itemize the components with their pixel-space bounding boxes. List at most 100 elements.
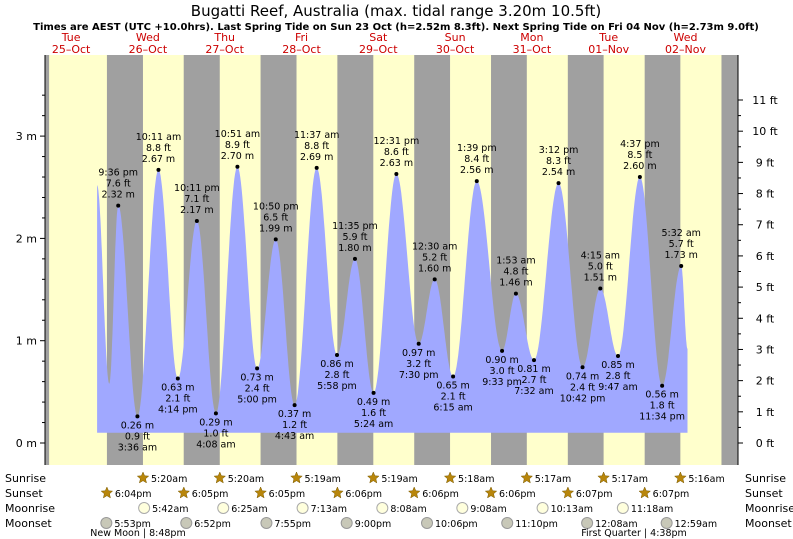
tide-height-ft-label: 8.8 ft [146,143,171,154]
tide-extremum-marker [637,175,642,180]
moonrise-moon-icon [616,502,629,514]
right-tick-label: 7 ft [756,219,775,232]
tide-height-ft-label: 8.3 ft [546,156,571,167]
tide-extremum-marker [615,354,620,359]
tide-height-m-label: 2.70 m [221,151,254,162]
sunset-sun-icon [484,486,498,499]
tide-height-ft-label: 8.8 ft [304,141,329,152]
left-tick-label: 3 m [16,130,37,143]
tide-time-label: 10:42 pm [560,393,606,404]
tide-height-ft-label: 8.9 ft [225,140,250,151]
tide-time-label: 11:34 pm [639,412,685,423]
tide-height-m-label: 0.37 m [278,409,311,420]
tide-time-label: 12:30 am [412,241,457,252]
moonrise-moon-icon [456,502,469,514]
right-tick-label: 4 ft [756,312,775,325]
tide-height-ft-label: 2.4 ft [245,383,270,394]
tide-height-ft-label: 3.0 ft [490,366,515,377]
tide-labels: 9:36 pm7.6 ft2.32 m 0.26 m0.9 ft3:36 am 10… [98,129,701,454]
day-date-label: 27–Oct [205,43,244,56]
tide-height-m-label: 2.17 m [180,205,213,216]
moonset-time: 6:52pm [194,519,231,530]
tide-extremum-marker [156,167,161,172]
tide-extremum-marker [194,219,199,224]
day-date-label: 25–Oct [52,43,91,56]
day-of-week-label: Thu [213,31,235,44]
moonrise-time: 8:08am [390,504,426,515]
tide-height-m-label: 0.65 m [436,381,469,392]
sunrise-time: 5:19am [381,474,417,485]
tide-time-label: 4:15 am [581,251,620,262]
sunset-row-label-left: Sunset [5,487,43,500]
tide-height-m-label: 1.51 m [584,273,617,284]
tide-height-m-label: 2.54 m [542,167,575,178]
tide-extremum-marker [531,358,536,363]
tide-time-label: 3:36 am [118,442,157,453]
tide-time-label: 4:08 am [196,439,235,450]
moonset-moon-icon [340,517,353,529]
moonset-time: 12:08am [595,519,637,530]
axes-layer: 0 m 1 m 2 m 3 m 0 ft 1 ft 2 ft 3 ft 4 ft 5 ft 6 ft… [16,55,778,465]
tide-time-label: 5:00 pm [237,394,277,405]
tide-extremum-marker [135,414,140,419]
sunset-sun-icon [561,486,575,499]
day-of-week-label: Sun [445,31,466,44]
day-of-week-label: Sat [369,31,388,44]
tide-height-ft-label: 5.0 ft [588,262,613,273]
sunrise-sun-icon [213,471,227,484]
tide-time-label: 10:50 pm [253,201,299,212]
sunset-time: 6:06pm [499,489,536,500]
tide-extremum-marker [451,374,456,379]
day-of-week-label: Wed [136,31,160,44]
tide-extremum-marker [580,365,585,370]
tide-extremum-marker [371,390,376,395]
sunrise-time: 5:17am [612,474,648,485]
tide-time-label: 1:39 pm [457,143,497,154]
moonrise-moon-icon [536,502,549,514]
tide-extremum-marker [255,366,260,371]
sunset-time: 6:05pm [269,489,306,500]
moonrise-moon-icon [296,502,309,514]
tide-time-label: 4:37 pm [620,139,660,150]
moonset-moon-icon [421,517,434,529]
tide-height-m-label: 0.56 m [645,390,678,401]
tide-time-label: 3:12 pm [539,145,579,156]
tide-height-m-label: 0.74 m [566,371,599,382]
tide-height-m-label: 1.73 m [664,250,697,261]
right-tick-label: 2 ft [756,375,775,388]
moonset-time: 7:55pm [274,519,311,530]
moonset-moon-icon [660,517,673,529]
tide-height-ft-label: 5.2 ft [422,252,447,263]
tide-height-ft-label: 1.8 ft [650,401,675,412]
tide-height-ft-label: 2.4 ft [570,382,595,393]
right-tick-label: 9 ft [756,156,775,169]
moonrise-row-label-left: Moonrise [5,502,55,515]
tide-extremum-marker [679,264,684,269]
sunset-sun-icon [177,486,191,499]
sunset-sun-icon [254,486,267,499]
moonrise-time: 6:25am [231,504,267,515]
moonrise-time: 7:13am [311,504,347,515]
tide-height-ft-label: 5.7 ft [669,239,694,250]
moonrise-moon-icon [376,502,389,514]
moon-phase-label: First Quarter | 4:38pm [581,528,687,539]
tide-time-label: 9:47 am [598,382,637,393]
tide-height-ft-label: 8.4 ft [464,154,489,165]
moonset-moon-icon [100,517,113,529]
sunrise-sun-icon [597,471,610,484]
sunrise-sun-icon [673,471,687,484]
tide-height-ft-label: 2.1 ft [165,394,190,405]
day-of-week-label: Fri [295,31,308,44]
sunset-time: 6:06pm [345,489,382,500]
sunrise-time: 5:17am [535,474,571,485]
left-tick-label: 0 m [16,437,37,450]
tide-time-label: 11:37 am [294,130,339,141]
tide-height-ft-label: 8.5 ft [627,150,652,161]
moonset-moon-icon [581,517,594,529]
moonset-time: 12:59am [675,519,717,530]
tide-time-label: 12:31 pm [374,136,420,147]
tide-height-m-label: 0.90 m [485,355,518,366]
tide-area [97,166,688,433]
tide-time-label: 1:53 am [496,256,535,267]
day-of-week-label: Tue [598,31,618,44]
